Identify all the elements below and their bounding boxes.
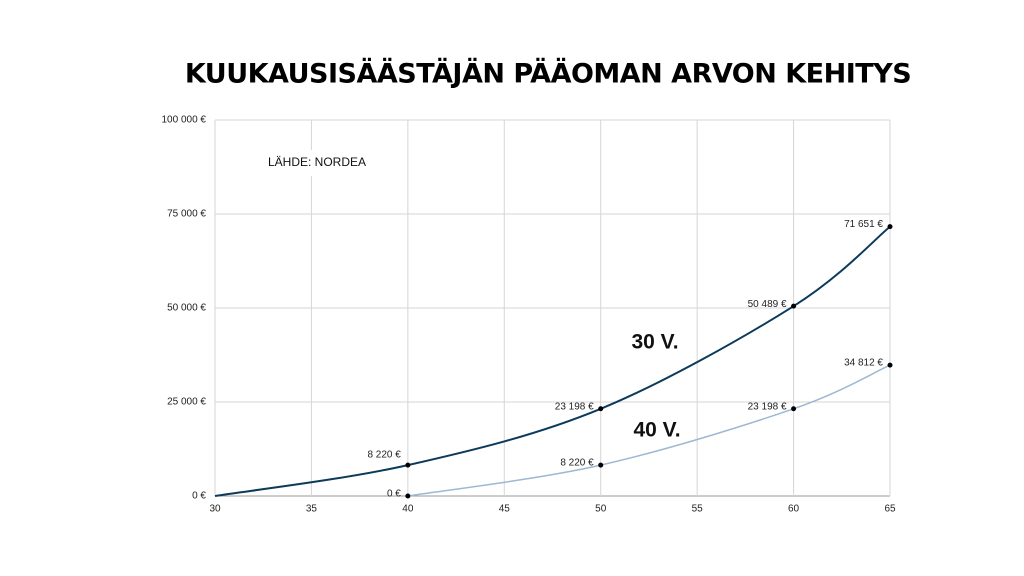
value-label: 23 198 € [555,401,594,412]
y-tick-label: 50 000 € [167,303,206,314]
value-label: 0 € [387,489,401,500]
y-tick-label: 0 € [192,491,206,502]
x-tick-label: 55 [692,504,704,515]
y-tick-label: 25 000 € [167,397,206,408]
source-box [258,150,370,176]
y-tick-label: 75 000 € [167,209,206,220]
value-label: 8 220 € [367,450,401,461]
point [791,406,797,412]
point [598,406,604,412]
point [598,462,604,468]
grid: 0 € 25 000 € 50 000 € 75 000 € 100 000 € 30 35… [162,115,896,515]
x-tick-label: 50 [595,504,607,515]
point [887,362,893,368]
marks: 8 220 € 23 198 € 50 489 € 71 651 € 30 V. 0 € 8… [214,219,893,500]
point [791,303,797,309]
x-tick-label: 30 [209,504,221,515]
x-tick-label: 60 [788,504,800,515]
value-label: 34 812 € [844,358,883,369]
value-label: 50 489 € [748,299,787,310]
x-tick-label: 35 [306,504,318,515]
series-name: 40 V. [633,419,680,442]
value-label: 8 220 € [560,458,594,469]
y-tick-label: 100 000 € [162,115,207,126]
value-label: 71 651 € [844,219,883,230]
chart-title: KUUKAUSISÄÄSTÄJÄN PÄÄOMAN ARVON KEHITYS [185,58,911,90]
point [405,493,411,499]
point [887,224,893,230]
x-tick-label: 40 [402,504,414,515]
value-label: 23 198 € [748,401,787,412]
x-tick-label: 65 [884,504,896,515]
x-tick-label: 45 [499,504,511,515]
point [405,462,411,468]
series-line [407,364,891,497]
source: LÄHDE: NORDEA [268,155,366,169]
series-name: 30 V. [631,331,678,354]
series-line [214,225,891,497]
